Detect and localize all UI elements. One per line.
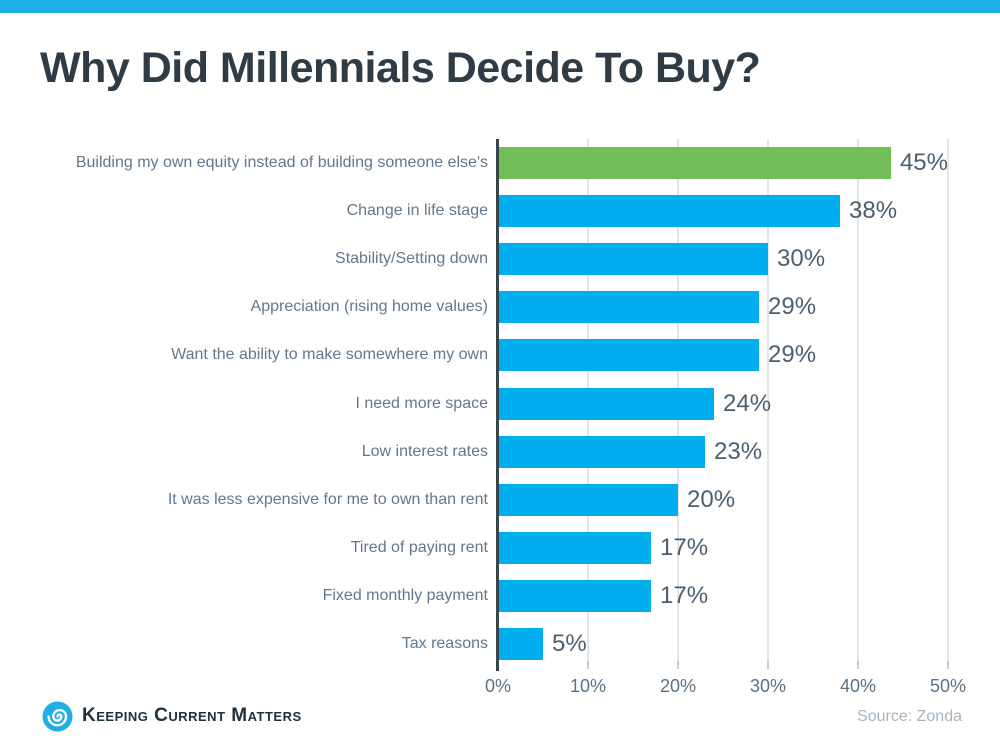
plot-area: 45% 38% 30% 29% 29% 24% 23% 20% 17% 17% 5% xyxy=(498,139,949,668)
category-labels-column: Building my own equity instead of buildi… xyxy=(40,139,488,668)
top-accent-bar xyxy=(0,0,1000,13)
x-tick-label: 0% xyxy=(484,676,511,696)
bar xyxy=(498,435,705,468)
bar-row: 24% xyxy=(498,379,948,427)
category-label: Stability/Setting down xyxy=(335,250,488,268)
x-tick-label: 50% xyxy=(929,676,967,696)
bars-column: 45% 38% 30% 29% 29% 24% 23% 20% 17% 17% 5% xyxy=(498,139,948,668)
bar-row: 5% xyxy=(498,620,948,668)
category-label: Tax reasons xyxy=(401,634,488,652)
x-tick-label: 30% xyxy=(749,676,787,696)
category-label: I need more space xyxy=(355,394,488,412)
bar-row: 45% xyxy=(498,139,948,187)
category-label: Appreciation (rising home values) xyxy=(250,298,488,316)
bar-value-label: 17% xyxy=(660,533,709,561)
bar-value-label: 45% xyxy=(899,149,948,177)
category-label: Want the ability to make somewhere my ow… xyxy=(171,346,488,364)
bar xyxy=(498,387,714,420)
bar xyxy=(498,147,891,180)
category-label: Fixed monthly payment xyxy=(322,586,488,604)
gridline xyxy=(947,139,949,668)
kcm-swirl-logo-icon xyxy=(42,700,73,732)
x-tick-mark xyxy=(767,661,769,669)
x-tick-mark xyxy=(947,661,949,669)
brand-lockup: Keeping Current Matters xyxy=(42,699,302,733)
bar xyxy=(498,579,651,612)
x-tick-mark xyxy=(857,661,859,669)
bar-value-label: 17% xyxy=(660,581,709,609)
category-label: Change in life stage xyxy=(346,202,488,220)
bar xyxy=(498,627,543,660)
bar-row: 29% xyxy=(498,283,948,331)
bar-row: 23% xyxy=(498,428,948,476)
bar-value-label: 5% xyxy=(552,629,587,657)
x-tick-mark xyxy=(587,661,589,669)
gridline xyxy=(857,139,859,668)
bar-row: 29% xyxy=(498,331,948,379)
bar-value-label: 23% xyxy=(714,437,763,465)
bar-value-label: 29% xyxy=(768,293,817,321)
source-credit: Source: Zonda xyxy=(857,708,962,725)
category-label: Low interest rates xyxy=(361,442,488,460)
bar-row: 30% xyxy=(498,235,948,283)
gridline xyxy=(767,139,769,668)
page-title: Why Did Millennials Decide To Buy? xyxy=(40,44,761,92)
x-tick-label: 10% xyxy=(569,676,607,696)
bar-value-label: 38% xyxy=(849,197,898,225)
bar xyxy=(498,339,759,372)
bar-row: 17% xyxy=(498,572,948,620)
category-label: Tired of paying rent xyxy=(350,538,488,556)
category-label: It was less expensive for me to own than… xyxy=(167,490,488,508)
bar xyxy=(498,195,840,228)
x-tick-label: 20% xyxy=(659,676,697,696)
bar-value-label: 24% xyxy=(723,389,772,417)
bar-row: 20% xyxy=(498,476,948,524)
bar-value-label: 30% xyxy=(777,245,826,273)
bar xyxy=(498,531,651,564)
brand-name: Keeping Current Matters xyxy=(82,705,302,726)
bar-row: 17% xyxy=(498,524,948,572)
category-label: Building my own equity instead of buildi… xyxy=(75,154,488,172)
bar-value-label: 20% xyxy=(687,485,736,513)
bar xyxy=(498,483,678,516)
x-tick-mark xyxy=(677,661,679,669)
x-tick-label: 40% xyxy=(839,676,877,696)
y-axis-line xyxy=(496,139,499,671)
bar-row: 38% xyxy=(498,187,948,235)
bar xyxy=(498,291,759,324)
bar-value-label: 29% xyxy=(768,341,817,369)
bar xyxy=(498,243,768,276)
